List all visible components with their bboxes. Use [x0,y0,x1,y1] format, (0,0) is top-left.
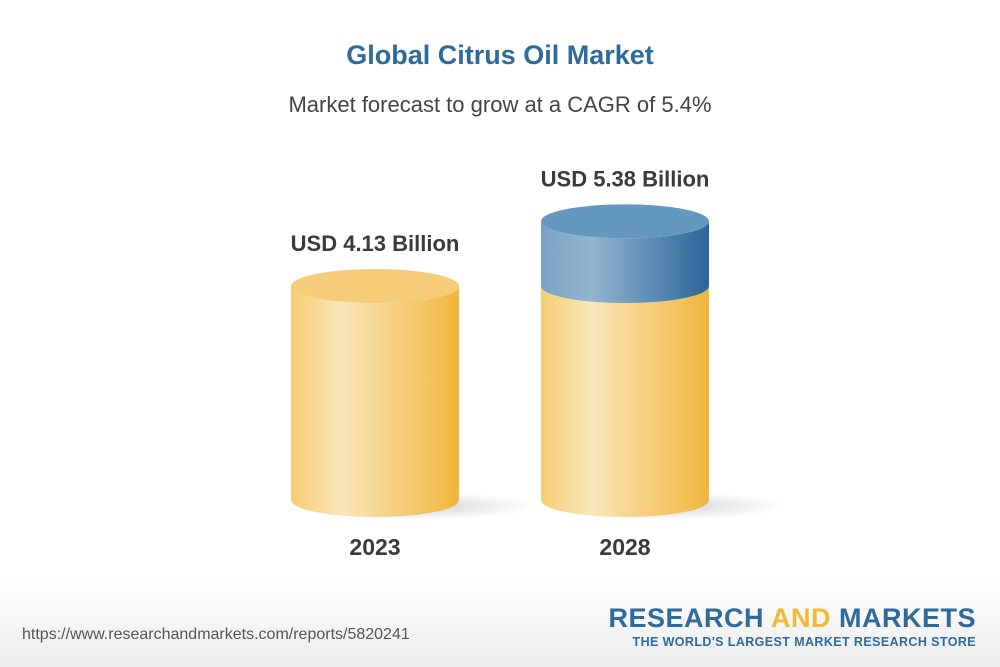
cylinder-top-2023 [291,269,459,304]
category-label: 2028 [599,534,650,560]
data-label: USD 5.38 Billion [541,166,710,191]
research-and-markets-logo: RESEARCH AND MARKETS THE WORLD'S LARGEST… [608,603,976,649]
chart-title: Global Citrus Oil Market [346,40,654,70]
footer-band [0,580,1000,667]
cylinder-top-2028 [541,204,709,239]
cylinder-growth-2028 [541,221,709,304]
report-url[interactable]: https://www.researchandmarkets.com/repor… [22,626,410,643]
category-label: 2023 [349,534,400,560]
cylinder-base-2023 [291,286,459,517]
cylinder-base-2028 [541,286,709,517]
data-label: USD 4.13 Billion [291,231,460,256]
chart-subtitle: Market forecast to grow at a CAGR of 5.4… [288,92,712,117]
